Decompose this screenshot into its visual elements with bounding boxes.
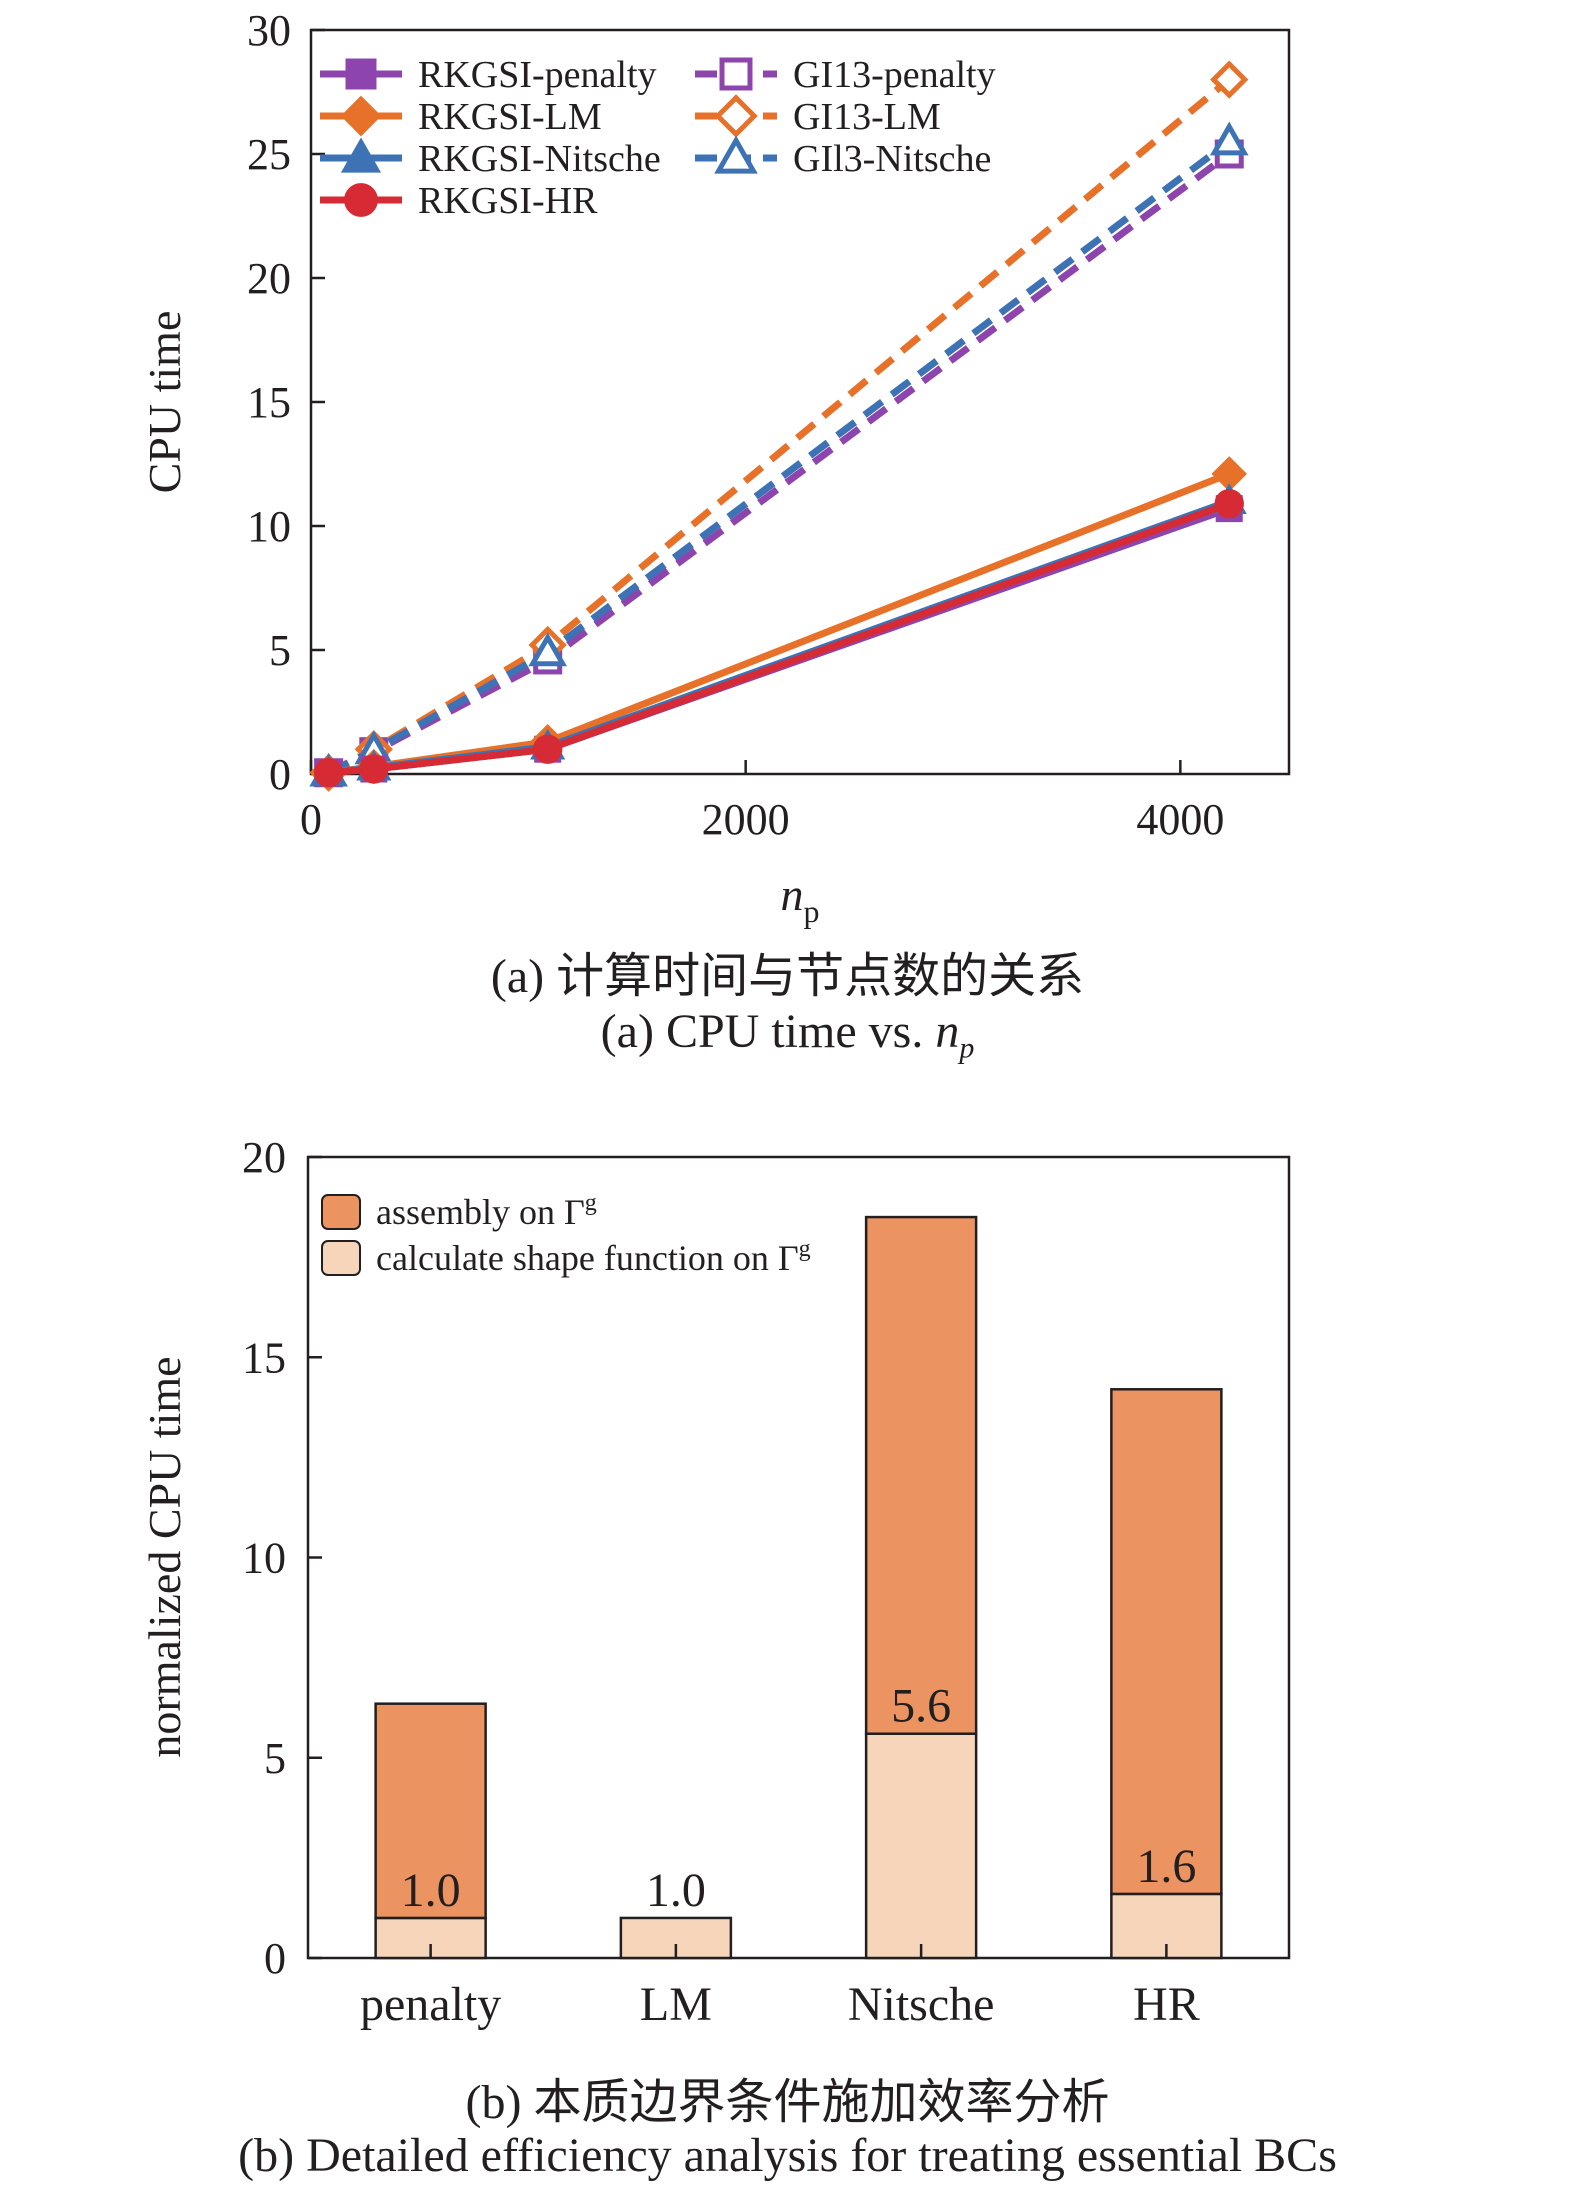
series-line <box>328 500 1231 777</box>
legend-marker <box>344 183 378 217</box>
y-tick-label: 30 <box>247 6 291 55</box>
legend-label: GI13-LM <box>793 96 941 138</box>
series-rkgsi-hr <box>313 488 1244 788</box>
x-axis-label: np <box>781 869 820 929</box>
data-point <box>359 754 389 784</box>
legend-item: GI13-penalty <box>695 54 996 96</box>
caption-a-en-main: (a) CPU time vs. <box>600 1005 936 1058</box>
legend-marker <box>714 94 758 138</box>
series-rkgsi-lm <box>310 456 1247 791</box>
legend-marker <box>340 95 382 137</box>
legend-marker <box>340 137 382 173</box>
data-point <box>313 758 344 788</box>
caption-b-en: (b) Detailed efficiency analysis for tre… <box>238 2129 1337 2182</box>
legend-swatch <box>321 1194 361 1230</box>
legend-label: RKGSI-penalty <box>418 54 657 96</box>
legend-label: GI13-penalty <box>793 54 996 96</box>
caption-a-cn: (a) 计算时间与节点数的关系 <box>490 950 1085 1003</box>
bar-group-lm: 1.0 LM <box>619 1864 733 2031</box>
y-tick-label: 10 <box>247 502 291 551</box>
legend-item: RKGSI-LM <box>320 95 602 138</box>
y-tick-label: 20 <box>247 254 291 303</box>
data-point <box>1214 488 1244 519</box>
series-line <box>328 470 1231 777</box>
x-tick-label: penalty <box>360 1978 501 2031</box>
x-tick-label: 4000 <box>1136 795 1224 844</box>
x-axis-label-sub: p <box>804 893 820 929</box>
series-line <box>326 76 1232 776</box>
data-point <box>528 632 567 667</box>
series-rkgsi-nitsche <box>311 483 1247 786</box>
legend-label: assembly on Γg <box>376 1190 597 1232</box>
legend-label: GIl3-Nitsche <box>793 138 991 180</box>
data-point <box>1209 121 1249 156</box>
y-tick-label: 20 <box>242 1133 286 1182</box>
legend-swatch <box>321 1240 361 1276</box>
x-tick-label: 0 <box>300 795 322 844</box>
bar-group-hr: 1.6 HR <box>1110 1388 1223 2031</box>
y-axis-label: CPU time <box>139 311 190 494</box>
legend-label: calculate shape function on Γg <box>376 1236 811 1278</box>
data-point <box>1210 60 1249 99</box>
y-tick-label: 5 <box>264 1734 286 1783</box>
y-tick-label: 0 <box>264 1934 286 1983</box>
bar-segment <box>864 1732 978 1960</box>
legend: RKGSI-penaltyRKGSI-LMRKGSI-NitscheRKGSI-… <box>320 54 996 222</box>
series-line <box>327 151 1232 776</box>
series-line <box>328 497 1231 777</box>
legend-item: RKGSI-HR <box>320 180 598 222</box>
y-tick-label: 25 <box>247 130 291 179</box>
legend-item: GI13-LM <box>695 94 941 138</box>
data-label: 5.6 <box>891 1680 951 1733</box>
caption-a-en: (a) CPU time vs. np <box>0 1004 1575 1066</box>
y-tick-label: 15 <box>242 1333 286 1382</box>
legend-marker <box>719 57 753 91</box>
data-label: 1.0 <box>401 1864 461 1917</box>
data-point <box>532 734 563 764</box>
legend-item: RKGSI-penalty <box>320 54 657 96</box>
bar-segment <box>374 1702 487 1920</box>
x-tick-label: HR <box>1133 1978 1200 2031</box>
bar-group-penalty: 1.0 penalty <box>360 1702 501 2031</box>
data-label: 1.6 <box>1136 1840 1196 1893</box>
bar-segment <box>1110 1388 1223 1896</box>
y-tick-label: 5 <box>269 626 291 675</box>
legend-label-superscript: g <box>799 1236 811 1262</box>
caption-a-en-var: n <box>935 1005 960 1058</box>
legend-marker <box>345 58 377 90</box>
legend-label: RKGSI-Nitsche <box>418 138 661 180</box>
x-tick-label: 2000 <box>702 795 790 844</box>
legend-item: GIl3-Nitsche <box>695 135 991 180</box>
axis-ticks: 0 5 10 15 20 25 30 0 2000 4000 <box>247 6 1224 844</box>
series-line <box>327 138 1232 776</box>
legend-item: calculate shape function on Γg <box>321 1236 811 1278</box>
bar-group-nitsche: 5.6 Nitsche <box>848 1215 995 2031</box>
series-rkgsi-penalty <box>315 495 1243 787</box>
y-axis-label: normalized CPU time <box>139 1356 190 1757</box>
legend-marker <box>714 135 758 174</box>
series-group <box>309 60 1249 792</box>
y-tick-label: 0 <box>269 750 291 799</box>
x-axis-label-main: n <box>781 869 804 920</box>
y-tick-label: 10 <box>242 1534 286 1583</box>
legend-label-superscript: g <box>585 1190 597 1216</box>
legend-label: RKGSI-HR <box>418 180 598 222</box>
y-tick-label: 15 <box>247 378 291 427</box>
x-tick-label: LM <box>640 1978 712 2031</box>
bars-group: 1.0 penalty 1.0 LM 5.6 Nitsche 1.6 HR <box>360 1215 1223 2031</box>
legend-item: assembly on Γg <box>321 1190 597 1232</box>
data-label: 1.0 <box>646 1864 706 1917</box>
x-tick-label: Nitsche <box>848 1978 995 2031</box>
bar-segment <box>864 1215 978 1735</box>
legend-label: RKGSI-LM <box>418 96 602 138</box>
caption-b-cn: (b) 本质边界条件施加效率分析 <box>465 2076 1110 2129</box>
legend-item: RKGSI-Nitsche <box>320 137 661 180</box>
series-gi13-penalty <box>314 139 1244 788</box>
caption-a-en-sub: p <box>959 1031 975 1065</box>
axis-ticks: 0 5 10 15 20 <box>242 1133 322 1983</box>
